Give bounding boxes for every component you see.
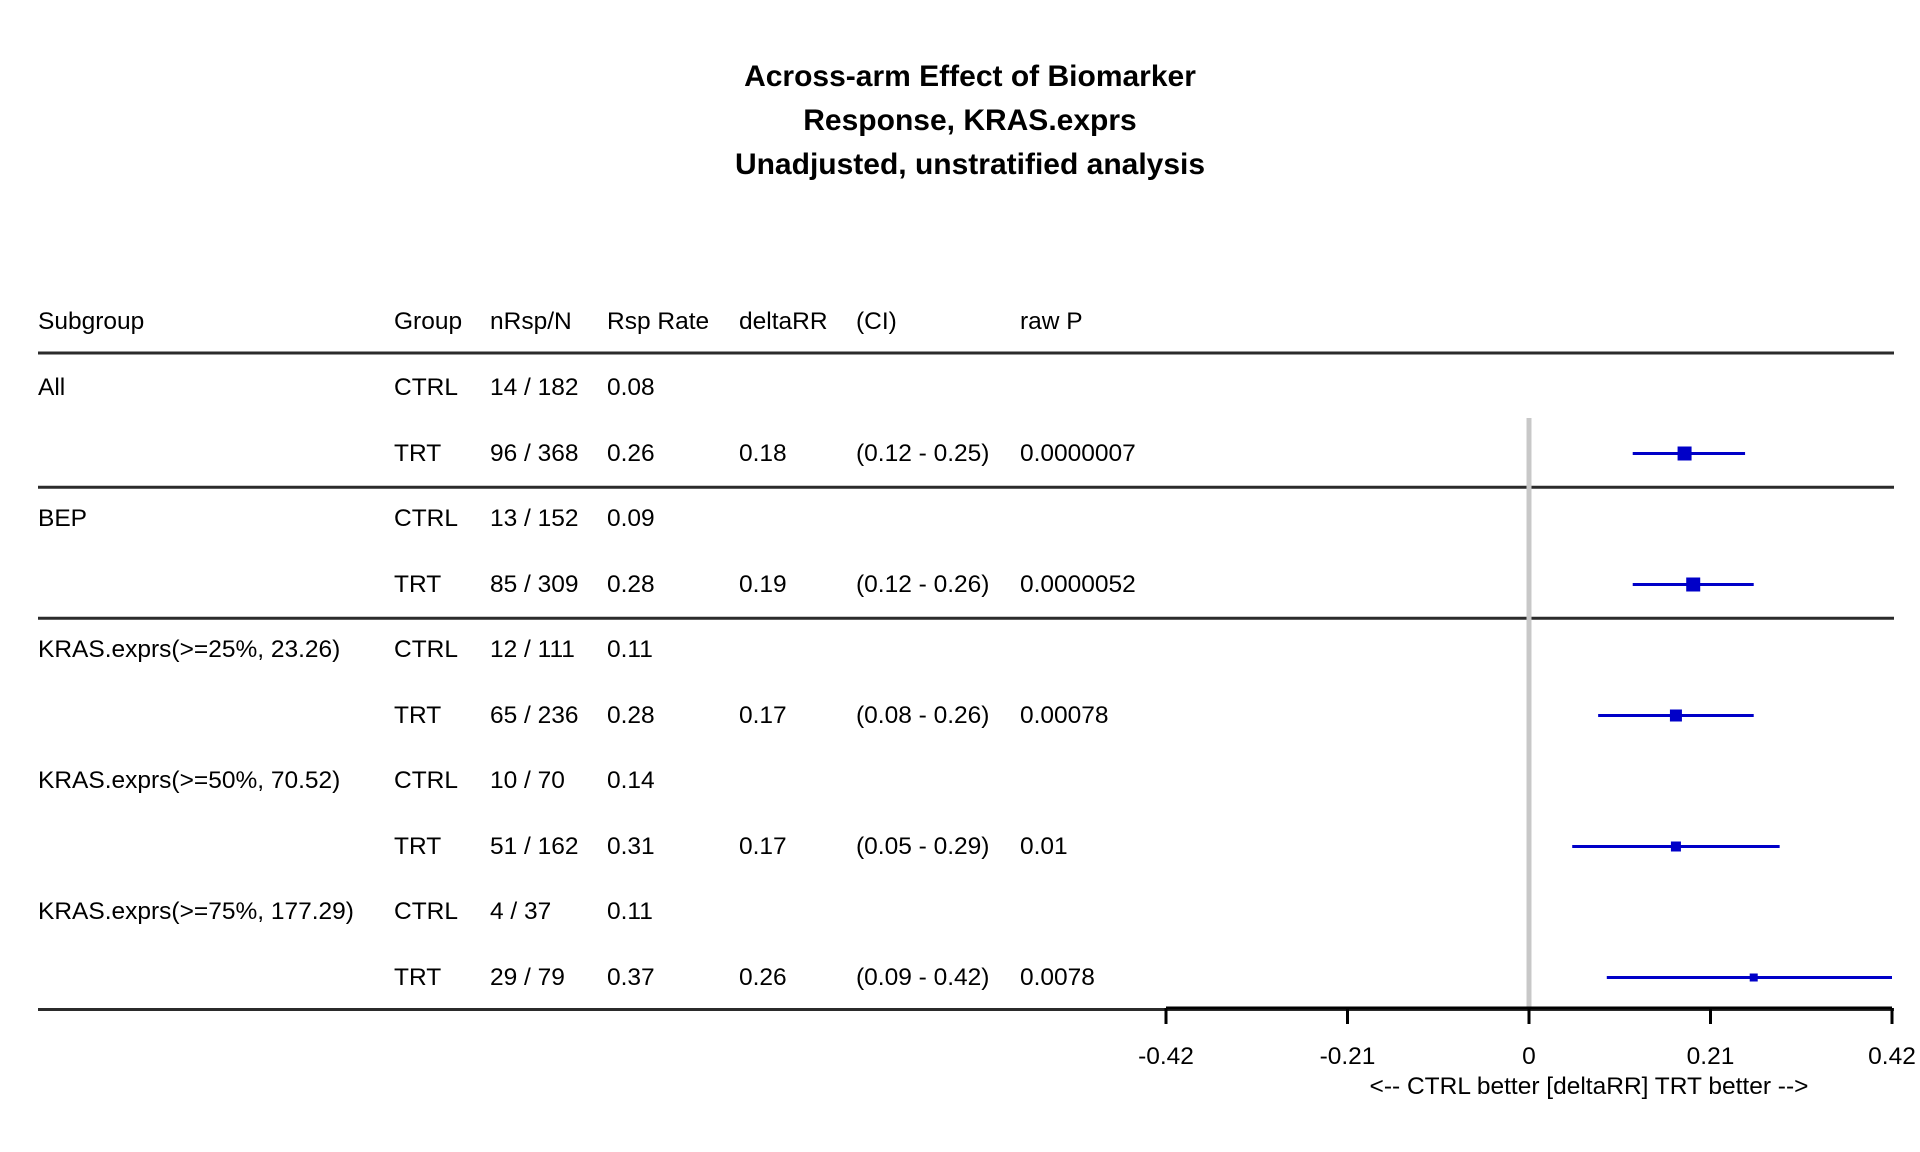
nrsp-cell: 13 / 152 xyxy=(490,505,579,532)
group-cell: CTRL xyxy=(394,898,458,925)
group-cell: CTRL xyxy=(394,505,458,532)
nrsp-cell: 14 / 182 xyxy=(490,374,579,401)
point-estimate xyxy=(1669,709,1682,722)
column-header: (CI) xyxy=(856,308,897,335)
group-cell: CTRL xyxy=(394,636,458,663)
point-estimate xyxy=(1670,841,1681,852)
delta-cell: 0.18 xyxy=(739,439,787,467)
nrsp-cell: 85 / 309 xyxy=(490,570,579,598)
rate-cell: 0.28 xyxy=(607,570,655,598)
delta-cell: 0.17 xyxy=(739,832,787,860)
ci-cell: (0.12 - 0.26) xyxy=(856,570,990,598)
x-tick-label: 0 xyxy=(1522,1043,1536,1070)
subgroup-label: KRAS.exprs(>=75%, 177.29) xyxy=(38,898,354,925)
p-cell: 0.00078 xyxy=(1020,701,1109,729)
column-header: nRsp/N xyxy=(490,308,572,335)
point-estimate xyxy=(1677,446,1692,461)
group-cell: CTRL xyxy=(394,374,458,401)
point-estimate xyxy=(1686,577,1701,592)
nrsp-cell: 51 / 162 xyxy=(490,832,579,860)
delta-cell: 0.17 xyxy=(739,701,787,729)
delta-cell: 0.19 xyxy=(739,570,787,598)
ci-cell: (0.08 - 0.26) xyxy=(856,701,990,729)
rate-cell: 0.09 xyxy=(607,505,655,532)
nrsp-cell: 12 / 111 xyxy=(490,636,575,663)
nrsp-cell: 10 / 70 xyxy=(490,767,565,794)
x-tick-label: 0.42 xyxy=(1868,1043,1916,1070)
rate-cell: 0.28 xyxy=(607,701,655,729)
subgroup-label: All xyxy=(38,374,66,401)
rate-cell: 0.37 xyxy=(607,963,655,991)
group-cell: TRT xyxy=(394,439,442,467)
rate-cell: 0.11 xyxy=(607,898,653,925)
group-cell: TRT xyxy=(394,963,442,991)
nrsp-cell: 65 / 236 xyxy=(490,701,579,729)
p-cell: 0.0078 xyxy=(1020,963,1095,991)
rate-cell: 0.11 xyxy=(607,636,653,663)
ci-cell: (0.05 - 0.29) xyxy=(856,832,990,860)
column-header: Group xyxy=(394,308,463,335)
delta-cell: 0.26 xyxy=(739,963,787,991)
p-cell: 0.0000052 xyxy=(1020,570,1136,598)
column-header: Subgroup xyxy=(38,308,145,335)
group-cell: TRT xyxy=(394,701,442,729)
p-cell: 0.0000007 xyxy=(1020,439,1136,467)
x-axis-label: <-- CTRL better [deltaRR] TRT better --> xyxy=(1370,1073,1809,1100)
group-cell: CTRL xyxy=(394,767,458,794)
group-cell: TRT xyxy=(394,832,442,860)
nrsp-cell: 96 / 368 xyxy=(490,439,579,467)
nrsp-cell: 4 / 37 xyxy=(490,898,552,925)
title-line-1: Across-arm Effect of Biomarker xyxy=(744,60,1196,93)
group-cell: TRT xyxy=(394,570,442,598)
rate-cell: 0.31 xyxy=(607,832,655,860)
x-tick-label: -0.42 xyxy=(1138,1043,1194,1070)
x-tick-label: 0.21 xyxy=(1687,1043,1735,1070)
x-tick-label: -0.21 xyxy=(1320,1043,1376,1070)
ci-cell: (0.09 - 0.42) xyxy=(856,963,990,991)
ci-cell: (0.12 - 0.25) xyxy=(856,439,990,467)
p-cell: 0.01 xyxy=(1020,832,1068,860)
point-estimate xyxy=(1749,973,1758,982)
column-header: raw P xyxy=(1020,308,1083,335)
rate-cell: 0.26 xyxy=(607,439,655,467)
chart-title: Across-arm Effect of Biomarker Response,… xyxy=(0,55,1920,187)
title-line-2: Response, KRAS.exprs xyxy=(803,104,1137,137)
column-header: Rsp Rate xyxy=(607,308,710,335)
nrsp-cell: 29 / 79 xyxy=(490,963,565,991)
subgroup-label: KRAS.exprs(>=50%, 70.52) xyxy=(38,767,341,794)
subgroup-label: BEP xyxy=(38,505,88,532)
rate-cell: 0.08 xyxy=(607,374,655,401)
title-line-3: Unadjusted, unstratified analysis xyxy=(734,148,1206,181)
rate-cell: 0.14 xyxy=(607,767,655,794)
column-header: deltaRR xyxy=(739,308,828,335)
subgroup-label: KRAS.exprs(>=25%, 23.26) xyxy=(38,636,341,663)
